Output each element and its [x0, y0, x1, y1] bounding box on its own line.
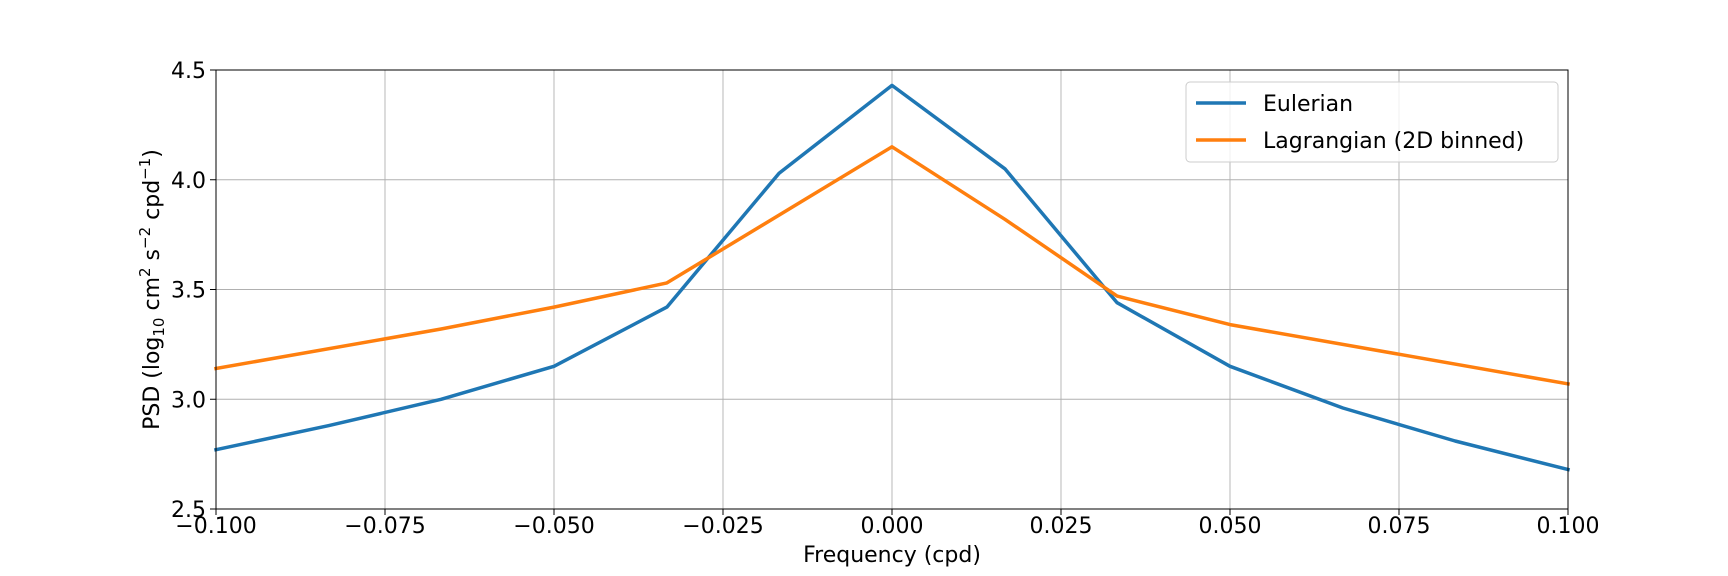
legend-box	[1185, 81, 1559, 163]
x-tick-label: 0.075	[1368, 514, 1431, 539]
x-tick-label: 0.000	[861, 514, 924, 539]
legend-label: Lagrangian (2D binned)	[1263, 129, 1524, 154]
y-tick-label: 4.0	[171, 169, 206, 194]
x-tick-label: 0.025	[1030, 514, 1093, 539]
y-label-prefix: PSD (log	[140, 337, 165, 430]
x-axis-label: Frequency (cpd)	[803, 543, 981, 568]
y-label-suffix: )	[140, 149, 165, 158]
y-tick-label: 4.5	[171, 59, 206, 84]
y-tick-label: 3.5	[171, 279, 206, 304]
y-label-unit-1: cm	[140, 277, 165, 318]
y-axis-label: PSD (log10 cm2 s−2 cpd−1)	[136, 149, 168, 430]
x-tick-label: −0.100	[175, 514, 256, 539]
y-label-unit-3-exp: −1	[136, 158, 154, 180]
y-label-unit-3: cpd	[140, 180, 165, 227]
y-tick-label: 3.0	[171, 388, 206, 413]
y-label-unit-1-exp: 2	[136, 267, 154, 277]
legend-label: Eulerian	[1263, 92, 1353, 117]
x-tick-label: 0.100	[1537, 514, 1600, 539]
series-lines	[213, 83, 1571, 472]
x-tick-label: −0.025	[682, 514, 763, 539]
y-label-unit-2: s	[140, 249, 165, 267]
y-tick-label: 2.5	[171, 498, 206, 523]
legend: Eulerian Lagrangian (2D binned)	[1185, 81, 1559, 163]
y-label-unit-2-exp: −2	[136, 227, 154, 249]
series-line-lagrangian-2d-binned	[213, 145, 1571, 386]
y-label-log-subscript: 10	[150, 318, 168, 337]
y-axis-ticks: 2.5 3.0 3.5 4.0 4.5	[171, 59, 216, 523]
x-axis-ticks: −0.100 −0.075 −0.050 −0.025 0.000 0.025 0.050 0…	[175, 509, 1599, 539]
x-tick-label: −0.050	[513, 514, 594, 539]
series-line-eulerian	[213, 83, 1571, 472]
x-tick-label: 0.050	[1199, 514, 1262, 539]
x-tick-label: −0.075	[344, 514, 425, 539]
